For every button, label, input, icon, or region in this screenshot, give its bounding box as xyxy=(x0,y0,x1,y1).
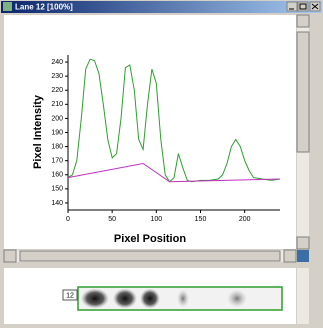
scroll-right[interactable] xyxy=(284,250,296,262)
zoom-button[interactable] xyxy=(297,250,309,262)
y-tick-label: 140 xyxy=(51,200,63,207)
x-tick-label: 150 xyxy=(195,216,207,223)
y-tick-label: 240 xyxy=(51,59,63,66)
band xyxy=(113,289,137,309)
window: Lane 12 [100%] 12 Pixel Position Pixel I… xyxy=(0,0,323,328)
chart-panel xyxy=(4,15,296,249)
y-tick-label: 200 xyxy=(51,115,63,122)
x-tick-label: 100 xyxy=(150,216,162,223)
scroll-left[interactable] xyxy=(4,250,16,262)
y-tick-label: 210 xyxy=(51,101,63,108)
scroll-thumb[interactable] xyxy=(297,32,309,152)
lane-strip: 12 xyxy=(63,287,282,310)
x-axis-label: Pixel Position xyxy=(114,233,186,245)
band xyxy=(177,290,189,308)
y-tick-label: 230 xyxy=(51,73,63,80)
x-tick-label: 50 xyxy=(108,216,116,223)
x-tick-label: 200 xyxy=(239,216,251,223)
title-buttons[interactable] xyxy=(287,2,320,11)
app-icon xyxy=(3,2,12,11)
y-tick-label: 150 xyxy=(51,186,63,193)
h-scroll-thumb[interactable] xyxy=(20,251,280,261)
lane-label: 12 xyxy=(66,292,74,299)
y-tick-label: 160 xyxy=(51,172,63,179)
band xyxy=(81,289,109,309)
y-tick-label: 170 xyxy=(51,158,63,165)
y-axis-label: Pixel Intensity xyxy=(32,94,44,169)
scroll-down[interactable] xyxy=(297,237,309,249)
minimize-button[interactable] xyxy=(287,2,297,11)
scroll-up[interactable] xyxy=(297,15,309,27)
y-tick-label: 180 xyxy=(51,143,63,150)
lane-scrollbar[interactable] xyxy=(297,268,309,324)
y-tick-label: 190 xyxy=(51,129,63,136)
band xyxy=(140,289,160,309)
band xyxy=(227,290,247,308)
window-title: Lane 12 [100%] xyxy=(15,3,73,12)
y-tick-label: 220 xyxy=(51,87,63,94)
x-tick-label: 0 xyxy=(66,216,70,223)
